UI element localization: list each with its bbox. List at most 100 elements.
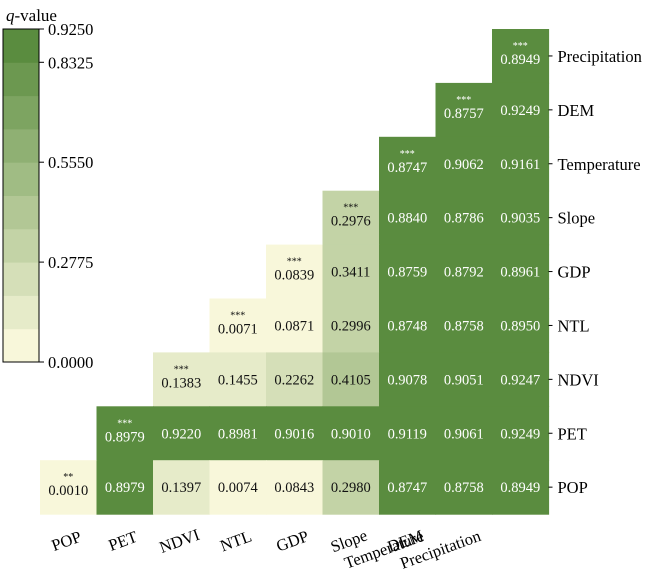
cell-rect bbox=[322, 352, 380, 407]
heatmap-cell: 0.8979*** bbox=[96, 406, 154, 461]
colorbar-band bbox=[3, 328, 39, 363]
cell-rect bbox=[96, 460, 154, 515]
cell-rect bbox=[492, 298, 550, 353]
cell-value-label: 0.9051 bbox=[444, 372, 484, 388]
cell-value-label: 0.2996 bbox=[331, 318, 371, 334]
cell-value-label: 0.8757 bbox=[444, 106, 484, 122]
significance-marker: *** bbox=[400, 149, 415, 160]
cell-rect bbox=[492, 190, 550, 246]
cell-rect bbox=[435, 352, 493, 407]
significance-marker: *** bbox=[343, 203, 358, 214]
heatmap-cell: 0.8950 bbox=[492, 298, 550, 353]
heatmap-cell: 0.3411 bbox=[322, 244, 380, 300]
cell-value-label: 0.0871 bbox=[274, 318, 314, 334]
column-label-text: NDVI bbox=[157, 525, 202, 557]
heatmap-cell: 0.2976*** bbox=[322, 190, 380, 246]
colorbar-title-rest: -value bbox=[15, 6, 57, 25]
cell-value-label: 0.8758 bbox=[444, 318, 484, 334]
column-label-text: GDP bbox=[274, 526, 312, 555]
cell-value-label: 0.9249 bbox=[500, 103, 540, 119]
heatmap-cell: 0.1455 bbox=[209, 352, 267, 407]
cell-rect bbox=[379, 244, 437, 300]
row-label-precipitation: Precipitation bbox=[558, 47, 642, 66]
significance-marker: ** bbox=[63, 472, 73, 483]
heatmap-cell: 0.9061 bbox=[435, 406, 493, 461]
heatmap-cell: 0.1397 bbox=[153, 460, 211, 515]
cell-value-label: 0.0071 bbox=[218, 321, 258, 337]
cell-value-label: 0.8961 bbox=[500, 265, 540, 281]
heatmap-cell: 0.8949 bbox=[492, 460, 550, 515]
heatmap-cell: 0.0010** bbox=[40, 460, 98, 515]
cell-value-label: 0.8759 bbox=[387, 265, 427, 281]
colorbar: 0.9250 0.8325 0.5550 0.2775 0.0000 bbox=[2, 20, 93, 372]
cell-value-label: 0.9247 bbox=[500, 372, 540, 388]
cell-value-label: 0.8758 bbox=[444, 480, 484, 496]
cell-value-label: 0.9035 bbox=[500, 211, 540, 227]
heatmap-cell: 0.9062 bbox=[435, 136, 493, 192]
cell-rect bbox=[322, 244, 380, 300]
heatmap-cell: 0.0843 bbox=[266, 460, 324, 515]
heatmap-cell: 0.8747*** bbox=[379, 136, 437, 192]
heatmap-cell: 0.9247 bbox=[492, 352, 550, 407]
cell-rect bbox=[492, 82, 550, 138]
colorbar-tick-label: 0.9250 bbox=[48, 20, 93, 39]
heatmap-cell: 0.0074 bbox=[209, 460, 267, 515]
cell-rect bbox=[435, 136, 493, 192]
cell-rect bbox=[266, 244, 324, 300]
cell-value-label: 0.1397 bbox=[161, 480, 201, 496]
heatmap-cell: 0.9016 bbox=[266, 406, 324, 461]
cell-rect bbox=[266, 352, 324, 407]
heatmap-cell: 0.9010 bbox=[322, 406, 380, 461]
cell-rect bbox=[322, 406, 380, 461]
cell-rect bbox=[153, 352, 211, 407]
row-label-pop: POP bbox=[558, 478, 588, 497]
cell-value-label: 0.0010 bbox=[48, 483, 88, 499]
cell-rect bbox=[492, 29, 550, 84]
cell-rect bbox=[379, 460, 437, 515]
heatmap-cell: 0.8748 bbox=[379, 298, 437, 353]
cell-rect bbox=[492, 460, 550, 515]
colorbar-tick-label: 0.5550 bbox=[48, 153, 93, 172]
cell-rect bbox=[492, 136, 550, 192]
significance-marker: *** bbox=[174, 364, 189, 375]
cell-rect bbox=[153, 406, 211, 461]
significance-marker: *** bbox=[456, 95, 471, 106]
heatmap-cell: 0.8792 bbox=[435, 244, 493, 300]
heatmap-cell: 0.0071*** bbox=[209, 298, 267, 353]
colorbar-band bbox=[3, 95, 39, 130]
column-label-text: POP bbox=[49, 527, 84, 555]
row-label-temperature: Temperature bbox=[558, 155, 641, 174]
cell-value-label: 0.2262 bbox=[274, 372, 314, 388]
colorbar-band bbox=[3, 195, 39, 230]
cell-rect bbox=[209, 406, 267, 461]
colorbar-title: q-value bbox=[6, 6, 57, 25]
cell-rect bbox=[266, 460, 324, 515]
cell-value-label: 0.8840 bbox=[387, 211, 427, 227]
svg-text:q-value: q-value bbox=[6, 6, 57, 25]
cell-value-label: 0.8949 bbox=[500, 52, 540, 68]
cell-value-label: 0.8748 bbox=[387, 318, 427, 334]
cell-value-label: 0.8950 bbox=[500, 318, 540, 334]
cell-value-label: 0.9220 bbox=[161, 426, 201, 442]
cell-value-label: 0.8786 bbox=[444, 211, 484, 227]
cell-rect bbox=[209, 352, 267, 407]
heatmap-cell: 0.0871 bbox=[266, 298, 324, 353]
cell-value-label: 0.9061 bbox=[444, 426, 484, 442]
cell-rect bbox=[322, 460, 380, 515]
colorbar-band bbox=[3, 228, 39, 263]
heatmap-cell: 0.9035 bbox=[492, 190, 550, 246]
heatmap-cell: 0.2996 bbox=[322, 298, 380, 353]
significance-marker: *** bbox=[287, 257, 302, 268]
cell-rect bbox=[492, 352, 550, 407]
cell-value-label: 0.8979 bbox=[105, 429, 145, 445]
cell-rect bbox=[379, 190, 437, 246]
column-labels: POP PET NDVI NTL GDP SlopeTemperatureDEMPreci… bbox=[49, 525, 483, 573]
cell-rect bbox=[379, 352, 437, 407]
heatmap-cell: 0.1383*** bbox=[153, 352, 211, 407]
cell-rect bbox=[209, 298, 267, 353]
heatmap-cell: 0.9220 bbox=[153, 406, 211, 461]
cell-value-label: 0.9010 bbox=[331, 426, 371, 442]
colorbar-band bbox=[3, 62, 39, 97]
cell-rect bbox=[435, 244, 493, 300]
